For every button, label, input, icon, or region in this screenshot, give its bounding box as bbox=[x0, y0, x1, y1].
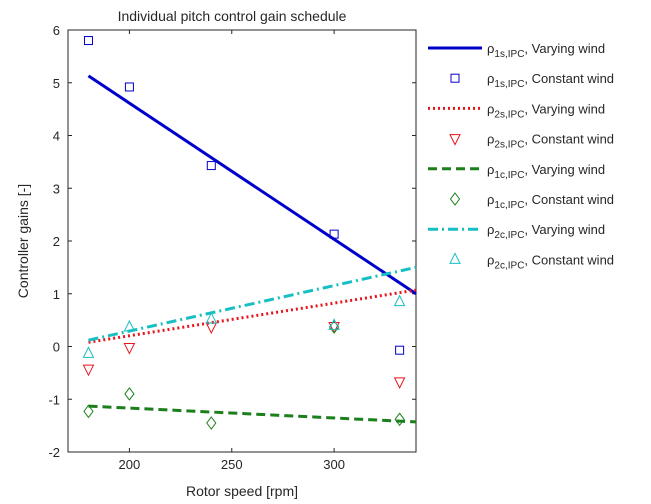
legend-1c-constant-label: ρ1c,IPC, Constant wind bbox=[487, 192, 614, 211]
y-tick-label: -2 bbox=[48, 445, 60, 460]
y-tick-label: 0 bbox=[53, 340, 60, 355]
legend-1s-constant-swatch bbox=[450, 73, 460, 83]
series-1c-constant-point bbox=[394, 412, 405, 427]
series-1s-varying-line bbox=[87, 74, 417, 295]
plot-area bbox=[67, 29, 417, 453]
legend-1s-varying-label: ρ1s,IPC, Varying wind bbox=[487, 41, 605, 60]
y-tick-label: 1 bbox=[53, 287, 60, 302]
y-axis-ticks: -2 -1 0 1 2 3 4 5 6 bbox=[48, 23, 416, 460]
y-tick-label: 4 bbox=[53, 129, 60, 144]
legend-1s-constant-label: ρ1s,IPC, Constant wind bbox=[487, 71, 614, 90]
series-1c-constant-point bbox=[206, 416, 217, 430]
legend: ρ1s,IPC, Varying wind ρ1s,IPC, Constant w… bbox=[428, 41, 614, 271]
x-axis-ticks: 200 250 300 bbox=[119, 30, 345, 472]
series-2s-varying-line bbox=[88, 288, 417, 344]
series-2c-constant-point bbox=[82, 346, 95, 358]
legend-2c-varying-label: ρ2c,IPC, Varying wind bbox=[487, 222, 605, 241]
y-tick-label: 5 bbox=[53, 76, 60, 91]
series-1c-constant-point bbox=[83, 404, 94, 419]
legend-2s-constant-swatch bbox=[449, 134, 461, 146]
series-2s-constant-point bbox=[393, 377, 406, 389]
x-tick-label: 200 bbox=[119, 457, 141, 472]
x-tick-label: 250 bbox=[221, 457, 243, 472]
y-axis-label: Controller gains [-] bbox=[15, 184, 31, 298]
legend-2c-constant-label: ρ2c,IPC, Constant wind bbox=[487, 252, 614, 271]
legend-1c-constant-swatch bbox=[449, 192, 461, 206]
series-2s-constant-point bbox=[123, 343, 136, 355]
plot-marks bbox=[82, 36, 417, 430]
x-tick-label: 300 bbox=[323, 457, 345, 472]
series-2c-constant-point bbox=[393, 294, 406, 307]
series-2s-constant-point bbox=[328, 321, 340, 334]
series-2c-constant-point bbox=[123, 319, 136, 332]
chart-title: Individual pitch control gain schedule bbox=[118, 8, 347, 24]
series-2c-constant-point bbox=[205, 311, 218, 324]
legend-1c-varying-label: ρ1c,IPC, Varying wind bbox=[487, 162, 605, 181]
legend-2c-constant-swatch bbox=[449, 252, 461, 264]
series-2c-varying-line bbox=[88, 265, 417, 342]
series-2c-constant-point bbox=[328, 318, 340, 330]
series-1s-constant-point bbox=[124, 82, 134, 92]
x-axis-label: Rotor speed [rpm] bbox=[186, 483, 298, 499]
y-tick-label: -1 bbox=[48, 392, 60, 407]
y-tick-label: 2 bbox=[53, 234, 60, 249]
series-2s-constant-point bbox=[82, 364, 95, 377]
y-tick-label: 6 bbox=[53, 23, 60, 38]
series-1s-constant-point bbox=[329, 229, 339, 239]
legend-2s-varying-label: ρ2s,IPC, Varying wind bbox=[487, 101, 605, 120]
series-1c-constant-point bbox=[124, 387, 135, 401]
legend-2s-constant-label: ρ2s,IPC, Constant wind bbox=[487, 132, 614, 151]
y-tick-label: 3 bbox=[53, 181, 60, 196]
series-1c-varying-line bbox=[88, 404, 417, 424]
series-1s-constant-point bbox=[206, 161, 216, 171]
series-1s-constant-point bbox=[83, 36, 93, 46]
series-1s-constant-point bbox=[395, 345, 405, 355]
